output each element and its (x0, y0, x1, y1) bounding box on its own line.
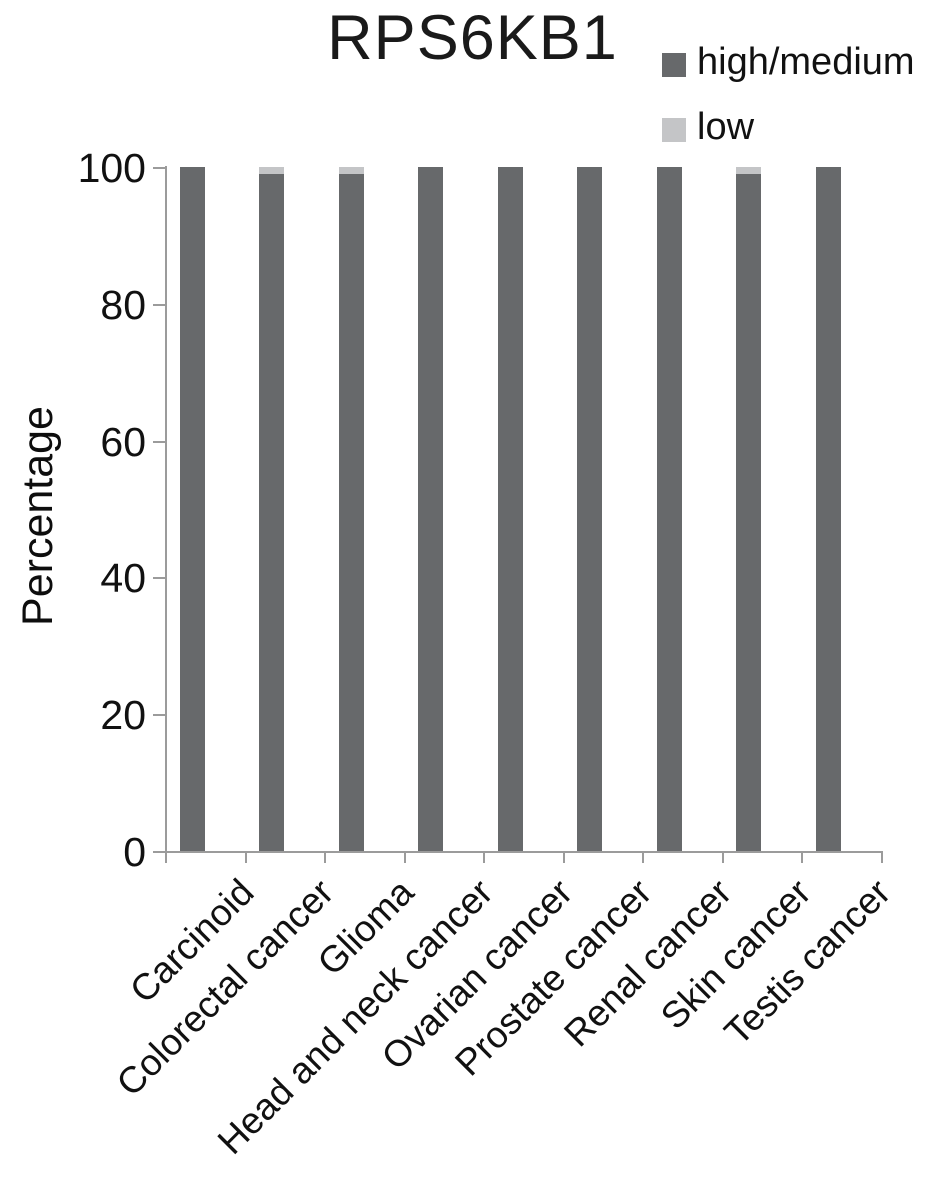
y-tick-label: 40 (100, 555, 146, 602)
bar-high-medium (815, 167, 841, 851)
bar-high-medium (179, 167, 205, 851)
bar-high-medium (736, 173, 762, 851)
x-tick (642, 851, 644, 863)
y-tick-label: 80 (100, 281, 146, 328)
bar-low (338, 167, 364, 174)
legend-swatch-high-medium (662, 53, 686, 77)
y-tick-label: 100 (77, 145, 146, 191)
y-tick-label: 0 (123, 829, 146, 875)
bar-low (736, 167, 762, 174)
y-axis-label: Percentage (14, 406, 62, 626)
x-tick (403, 851, 406, 863)
y-tick-label: 20 (100, 692, 146, 739)
x-tick (324, 851, 326, 863)
bar-high-medium (577, 167, 603, 851)
x-tick (483, 851, 485, 863)
bar-high-medium (418, 167, 444, 851)
chart-title: RPS6KB1 (327, 3, 618, 73)
y-axis-line (165, 166, 167, 863)
y-tick (153, 303, 166, 306)
bar-high-medium (656, 167, 682, 851)
x-tick (562, 851, 565, 863)
y-tick (153, 440, 166, 443)
legend-swatch-low (662, 118, 686, 142)
bar-low (259, 167, 285, 174)
x-tick (165, 851, 167, 863)
y-tick (153, 577, 166, 580)
x-tick (721, 851, 724, 863)
bar-high-medium (259, 173, 285, 851)
legend-label-low: low (697, 106, 755, 148)
x-tick (244, 851, 247, 863)
y-tick (153, 714, 166, 717)
y-tick (153, 851, 166, 853)
y-tick-label: 60 (100, 418, 146, 465)
x-tick (880, 851, 883, 863)
legend-label-high-medium: high/medium (697, 41, 915, 83)
x-tick (801, 851, 803, 863)
bar-high-medium (338, 173, 364, 851)
x-axis-line (153, 851, 882, 853)
y-tick (153, 167, 166, 169)
bar-high-medium (497, 167, 523, 851)
